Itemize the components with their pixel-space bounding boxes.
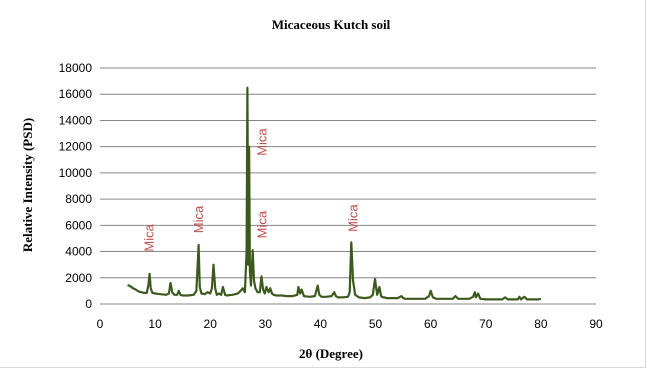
mica-annotation: Mica	[142, 223, 157, 251]
x-axis-title: 2θ (Degree)	[299, 346, 363, 361]
y-tick-labels: 0 2000 4000 6000 8000 10000 12000 14000 16000 180…	[59, 61, 93, 311]
x-tick-label: 70	[479, 317, 493, 331]
y-tick-label: 16000	[59, 87, 93, 101]
mica-annotation: Mica	[255, 128, 270, 156]
x-tick-label: 90	[589, 317, 603, 331]
x-tick-label: 20	[204, 317, 218, 331]
y-tick-label: 0	[85, 297, 92, 311]
y-tick-label: 8000	[65, 192, 92, 206]
mica-annotation: Mica	[346, 204, 361, 232]
gridlines	[100, 68, 596, 278]
x-tick-label: 50	[369, 317, 383, 331]
y-tick-label: 12000	[59, 140, 93, 154]
series-line	[128, 88, 541, 300]
y-tick-label: 14000	[59, 113, 93, 127]
y-tick-label: 2000	[65, 271, 92, 285]
x-tick-label: 60	[424, 317, 438, 331]
x-tick-label: 40	[314, 317, 328, 331]
x-tick-label: 10	[148, 317, 162, 331]
y-tick-label: 10000	[59, 166, 93, 180]
chart-title: Micaceous Kutch soil	[272, 17, 391, 32]
y-tick-label: 4000	[65, 245, 92, 259]
x-tick-label: 0	[97, 317, 104, 331]
x-tick-label: 80	[534, 317, 548, 331]
x-tick-label: 30	[259, 317, 273, 331]
mica-annotation: Mica	[255, 210, 270, 238]
y-tick-label: 6000	[65, 218, 92, 232]
y-axis-title: Relative Intensity (PSD)	[20, 118, 35, 252]
y-tick-label: 18000	[59, 61, 93, 75]
x-tick-labels: 0 10 20 30 40 50 60 70 80 90	[97, 317, 603, 331]
mica-annotation: Mica	[191, 205, 206, 233]
